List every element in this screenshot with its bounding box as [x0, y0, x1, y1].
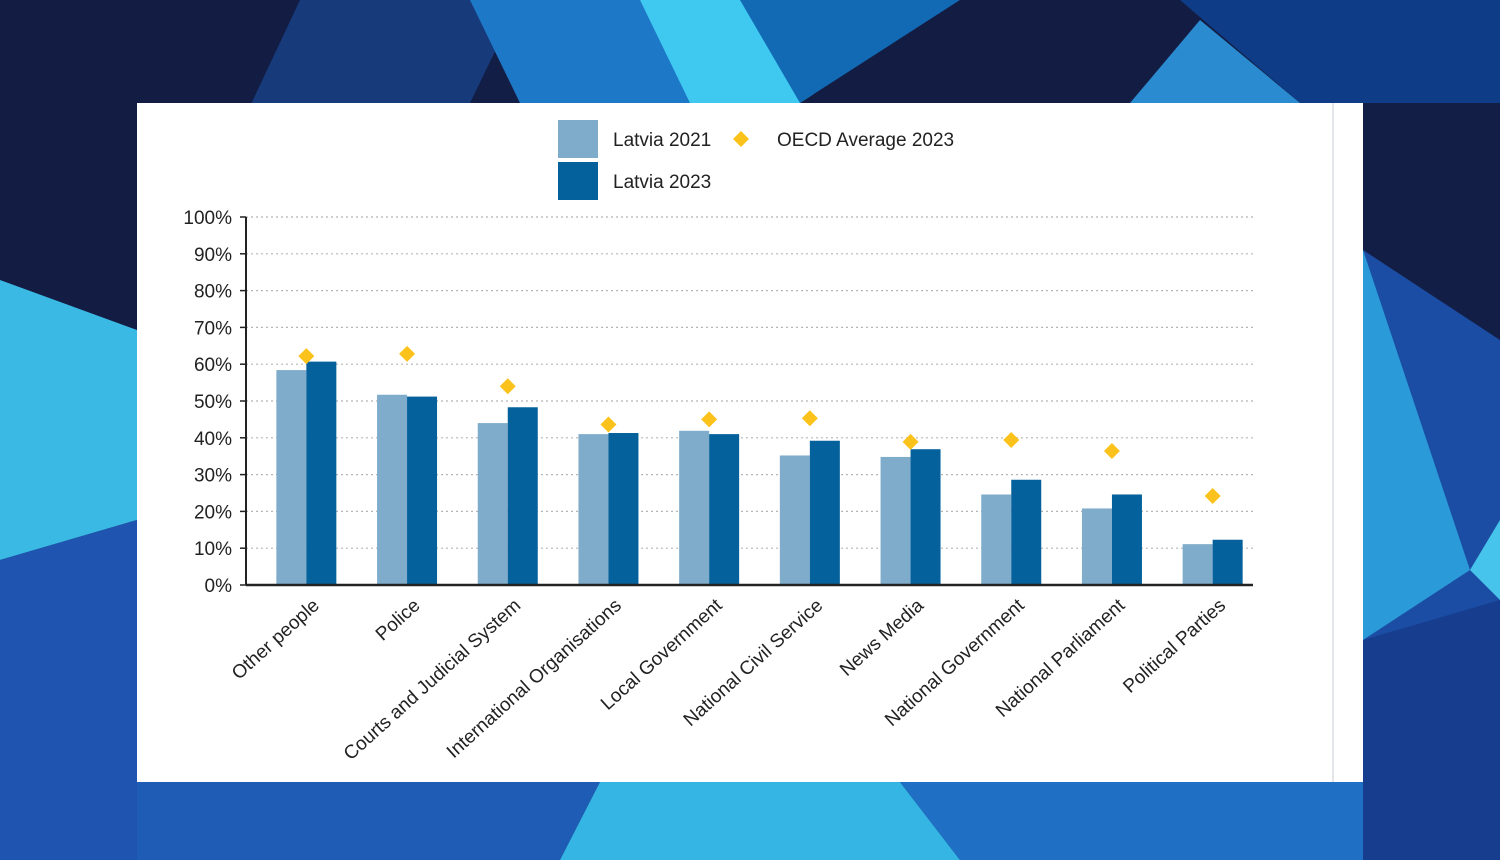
legend-marker-oecd: [733, 131, 749, 147]
bar-latvia-2023: [1011, 479, 1042, 585]
bar-latvia-2021: [578, 434, 609, 585]
bar-latvia-2023: [809, 440, 840, 585]
legend-swatch-latvia-2021: [558, 120, 598, 158]
y-tick-label: 60%: [194, 355, 232, 376]
y-tick-label: 0%: [205, 576, 233, 597]
bar-latvia-2023: [1111, 494, 1142, 585]
bar-latvia-2021: [981, 494, 1012, 585]
x-tick-label: News Media: [836, 595, 928, 681]
legend-label-oecd: OECD Average 2023: [777, 130, 954, 151]
y-tick-label: 50%: [194, 392, 232, 413]
bar-latvia-2021: [1081, 508, 1112, 585]
bar-latvia-2021: [679, 430, 710, 585]
card-divider: [1332, 103, 1334, 782]
y-tick-label: 20%: [194, 502, 232, 523]
bar-latvia-2023: [709, 434, 740, 585]
x-tick-label: Police: [372, 595, 425, 645]
bar-latvia-2023: [306, 361, 337, 585]
bar-latvia-2021: [1182, 544, 1213, 585]
oecd-average-marker: [1003, 432, 1020, 449]
x-tick-label: International Organisations: [443, 595, 626, 763]
bar-latvia-2023: [507, 407, 538, 585]
oecd-average-marker: [399, 345, 416, 362]
bar-latvia-2023: [1212, 539, 1243, 585]
x-tick-label: Other people: [228, 595, 324, 684]
y-tick-label: 30%: [194, 466, 232, 487]
oecd-average-marker: [600, 416, 617, 433]
oecd-average-marker: [801, 410, 818, 427]
oecd-average-marker: [298, 348, 315, 365]
bar-latvia-2021: [779, 455, 810, 585]
bar-chart: Latvia 2021 Latvia 2023 OECD Average 202…: [183, 120, 1253, 765]
y-tick-label: 70%: [194, 318, 232, 339]
legend-swatch-latvia-2023: [558, 162, 598, 200]
oecd-average-marker: [1204, 487, 1221, 504]
legend-label-latvia-2021: Latvia 2021: [613, 130, 711, 151]
legend-label-latvia-2023: Latvia 2023: [613, 172, 711, 193]
oecd-average-marker: [1103, 443, 1120, 460]
bar-latvia-2023: [407, 396, 438, 585]
legend: Latvia 2021 Latvia 2023 OECD Average 202…: [558, 120, 954, 200]
x-tick-label: Political Parties: [1119, 595, 1230, 698]
bar-latvia-2023: [910, 449, 941, 585]
y-tick-label: 90%: [194, 245, 232, 266]
y-tick-label: 100%: [183, 208, 232, 229]
x-tick-label: Courts and Judicial System: [340, 595, 525, 765]
oecd-average-marker: [701, 411, 718, 428]
oecd-average-marker: [902, 433, 919, 450]
y-tick-label: 80%: [194, 282, 232, 303]
bar-latvia-2021: [276, 370, 307, 585]
y-tick-label: 10%: [194, 539, 232, 560]
y-tick-label: 40%: [194, 429, 232, 450]
bar-latvia-2021: [477, 423, 508, 585]
bar-latvia-2021: [377, 394, 408, 585]
bar-latvia-2021: [880, 456, 911, 585]
chart-card: Latvia 2021 Latvia 2023 OECD Average 202…: [137, 103, 1363, 782]
bar-latvia-2023: [608, 433, 639, 585]
oecd-average-marker: [499, 378, 516, 395]
